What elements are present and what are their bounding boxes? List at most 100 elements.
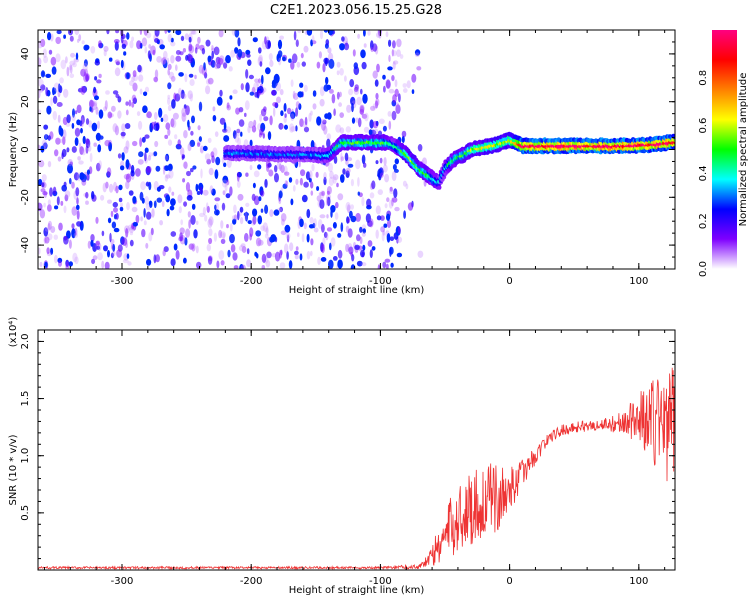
spectrogram-noise-blob [321, 190, 326, 197]
spectrogram-noise-blob [234, 30, 240, 38]
spectrogram-noise-blob [141, 228, 146, 238]
spectrogram-noise-blob [71, 146, 77, 153]
spectrogram-noise-blob [323, 125, 328, 135]
spectrogram-noise-blob [88, 144, 92, 152]
spectrogram-noise-blob [372, 103, 376, 109]
spectrogram-noise-blob [207, 256, 213, 265]
spectrogram-noise-blob [293, 30, 297, 41]
spectrogram-x-tick-label: 100 [629, 276, 648, 287]
spectrogram-noise-blob [180, 147, 185, 157]
spectrogram-noise-blob [66, 66, 70, 77]
snr-background [38, 330, 675, 570]
spectrogram-x-tick-label: -200 [240, 276, 263, 287]
spectrogram-noise-blob [402, 180, 407, 187]
spectrogram-noise-blob [185, 182, 191, 192]
spectrogram-noise-blob [106, 171, 111, 178]
spectrogram-noise-blob [175, 250, 180, 260]
spectrogram-noise-blob [207, 77, 214, 85]
spectrogram-noise-blob [389, 247, 392, 257]
spectrogram-noise-blob [145, 113, 149, 118]
spectrogram-noise-blob [338, 102, 342, 107]
spectrogram-noise-blob [375, 205, 381, 215]
spectrogram-noise-blob [90, 234, 95, 242]
spectrogram-noise-blob [46, 247, 50, 255]
spectrogram-noise-blob [298, 103, 302, 110]
spectrogram-noise-blob [143, 208, 146, 218]
spectrogram-noise-blob [388, 120, 392, 130]
spectrogram-noise-blob [178, 72, 184, 77]
spectrogram-noise-blob [269, 115, 273, 126]
spectrogram-noise-blob [98, 40, 102, 49]
spectrogram-noise-blob [315, 171, 319, 178]
spectrogram-noise-blob [322, 119, 327, 125]
spectrogram-noise-blob [299, 253, 303, 261]
spectrogram-noise-blob [254, 78, 259, 83]
spectrogram-noise-blob [181, 113, 186, 122]
spectrogram-noise-blob [71, 223, 75, 229]
spectrogram-noise-blob [131, 36, 135, 42]
spectrogram-noise-blob [269, 59, 274, 68]
spectrogram-noise-blob [245, 82, 250, 93]
spectrogram-noise-blob [264, 204, 269, 214]
spectrogram-noise-blob [295, 125, 298, 132]
spectrogram-noise-blob [163, 50, 168, 60]
spectrogram-noise-blob [52, 87, 57, 95]
spectrogram-noise-blob [218, 30, 224, 38]
spectrogram-noise-blob [386, 219, 392, 228]
spectrogram-noise-blob [51, 66, 57, 75]
spectrogram-noise-blob [328, 259, 334, 269]
spectrogram-noise-blob [141, 37, 148, 47]
spectrogram-noise-blob [167, 104, 172, 112]
spectrogram-noise-blob [121, 237, 128, 246]
spectrogram-noise-blob [227, 249, 231, 258]
spectrogram-noise-blob [125, 180, 130, 190]
snr-y-tick-label: 0.5 [20, 505, 31, 521]
spectrogram-noise-blob [57, 114, 61, 123]
spectrogram-noise-blob [79, 146, 84, 155]
spectrogram-noise-blob [411, 89, 415, 94]
spectrogram-noise-blob [162, 249, 166, 257]
spectrogram-noise-blob [223, 121, 227, 131]
spectrogram-noise-blob [280, 110, 284, 117]
spectrogram-noise-blob [64, 194, 69, 202]
spectrogram-noise-blob [198, 101, 203, 112]
spectrogram-noise-blob [43, 55, 49, 64]
spectrogram-noise-blob [253, 82, 259, 91]
spectrogram-noise-blob [226, 102, 230, 109]
spectrogram-noise-blob [245, 69, 249, 79]
spectrogram-noise-blob [278, 57, 282, 66]
spectrogram-noise-blob [402, 83, 407, 88]
spectrogram-noise-blob [235, 107, 240, 115]
spectrogram-noise-blob [80, 86, 86, 95]
spectrogram-noise-blob [225, 193, 231, 199]
spectrogram-noise-blob [195, 183, 199, 192]
spectrogram-noise-blob [198, 136, 202, 142]
spectrogram-noise-blob [225, 126, 232, 134]
spectrogram-noise-blob [132, 222, 138, 227]
spectrogram-noise-blob [281, 218, 285, 226]
spectrogram-noise-blob [258, 54, 263, 64]
spectrogram-noise-blob [266, 226, 269, 236]
spectrogram-noise-blob [115, 30, 120, 34]
spectrogram-plot-area [38, 30, 675, 269]
spectrogram-noise-blob [38, 57, 42, 66]
spectrogram-noise-blob [167, 139, 173, 146]
spectrogram-noise-blob [236, 128, 241, 136]
spectrogram-noise-blob [297, 232, 300, 237]
spectrogram-noise-blob [197, 142, 201, 147]
spectrogram-noise-blob [290, 198, 294, 206]
spectrogram-noise-blob [376, 32, 381, 38]
spectrogram-noise-blob [261, 265, 266, 269]
spectrogram-noise-blob [277, 39, 283, 50]
spectrogram-noise-blob [165, 122, 171, 130]
spectrogram-noise-blob [344, 160, 349, 165]
spectrogram-noise-blob [75, 52, 79, 60]
spectrogram-noise-blob [244, 232, 249, 242]
spectrogram-noise-blob [280, 187, 284, 192]
spectrogram-noise-blob [43, 124, 49, 130]
spectrogram-noise-blob [170, 75, 176, 82]
spectrogram-noise-blob [76, 204, 80, 210]
spectrogram-noise-blob [91, 258, 96, 265]
spectrogram-noise-blob [245, 172, 249, 177]
spectrogram-noise-blob [217, 57, 224, 65]
